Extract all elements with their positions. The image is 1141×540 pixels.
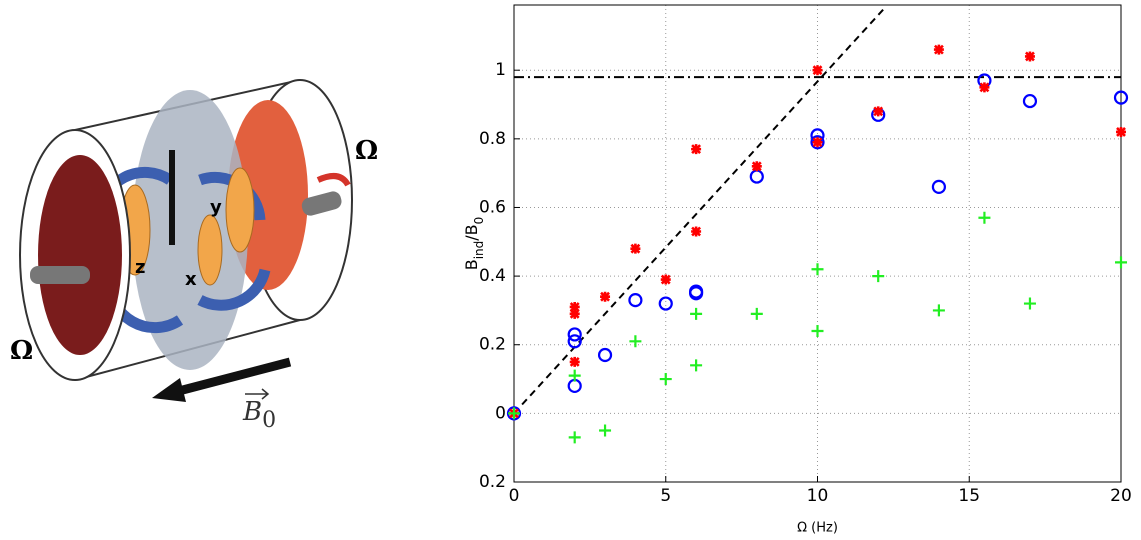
point	[599, 424, 612, 437]
field-arrowhead	[152, 378, 186, 402]
x-tick-label: 10	[807, 486, 829, 506]
label: x	[185, 269, 197, 290]
point	[751, 161, 762, 172]
label: z	[135, 257, 145, 278]
point	[658, 296, 673, 311]
point	[873, 106, 884, 117]
point	[568, 369, 581, 382]
point	[660, 274, 671, 285]
left-disk	[38, 155, 122, 355]
y-tick-label: 0.4	[479, 266, 506, 286]
y-axis-label-part: 0	[472, 217, 486, 225]
x-tick-label: 0	[509, 486, 520, 506]
point	[690, 359, 703, 372]
point	[978, 211, 991, 224]
point	[597, 347, 613, 363]
y-tick-label: 0.2	[479, 335, 506, 355]
point	[1022, 93, 1038, 109]
point	[872, 270, 885, 283]
point	[691, 144, 702, 155]
point	[811, 325, 824, 338]
point	[932, 304, 945, 317]
point	[931, 179, 947, 194]
x-tick-label: 20	[1110, 486, 1132, 506]
x-axis-label: Ω (Hz)	[797, 521, 838, 536]
point	[567, 334, 582, 349]
field-label: B0	[242, 397, 276, 433]
label: Ω	[10, 336, 33, 366]
point	[1024, 51, 1035, 62]
label: y	[210, 197, 222, 218]
rotation-arrow	[316, 173, 351, 187]
point	[1115, 256, 1127, 269]
y-axis-label-part: /B	[462, 224, 481, 240]
x-tick-label: 5	[660, 486, 671, 506]
plot-frame	[513, 4, 1122, 483]
point	[569, 301, 580, 312]
y-axis-label-part: B	[462, 259, 481, 270]
point	[812, 65, 823, 76]
point	[659, 373, 672, 386]
y-tick-label: 0	[495, 403, 506, 423]
label: Ω	[355, 136, 378, 166]
point	[569, 356, 580, 367]
point	[810, 135, 825, 150]
point	[630, 243, 641, 254]
point	[749, 169, 764, 184]
point	[688, 284, 704, 299]
field-arrow	[173, 357, 292, 397]
point	[750, 307, 763, 320]
point	[1116, 126, 1126, 137]
y-axis-label: Bind/B0	[462, 217, 486, 271]
y-axis-label-part: ind	[472, 241, 486, 260]
point	[691, 226, 702, 237]
point	[568, 431, 581, 444]
y-tick-label: 0.8	[479, 129, 506, 149]
point	[690, 307, 703, 320]
point	[600, 291, 611, 302]
shaft	[301, 191, 342, 216]
diagram: Ω Ω y z x B0	[10, 79, 378, 433]
y-tick-label: 0.2	[479, 472, 506, 492]
field-subscript: 0	[262, 408, 276, 433]
point	[812, 137, 823, 148]
shaft	[30, 266, 90, 284]
field-symbol: B	[242, 397, 262, 427]
point	[508, 407, 520, 420]
point	[979, 82, 990, 93]
reference-line	[513, 7, 886, 415]
chart: 0 5 10 15 200.200.20.40.60.81Ω (Hz)Bind/B0	[462, 4, 1132, 536]
point	[629, 335, 642, 348]
x-tick-label: 15	[958, 486, 980, 506]
vortices	[119, 167, 255, 286]
point	[567, 378, 582, 394]
point	[1113, 90, 1129, 105]
point	[1023, 297, 1036, 310]
point	[811, 263, 824, 276]
point	[567, 327, 582, 342]
point	[933, 44, 944, 55]
y-tick-label: 0.6	[479, 197, 506, 217]
point	[628, 293, 643, 308]
vector-arrow	[245, 388, 270, 400]
point	[569, 308, 580, 319]
y-tick-label: 1	[495, 60, 506, 80]
